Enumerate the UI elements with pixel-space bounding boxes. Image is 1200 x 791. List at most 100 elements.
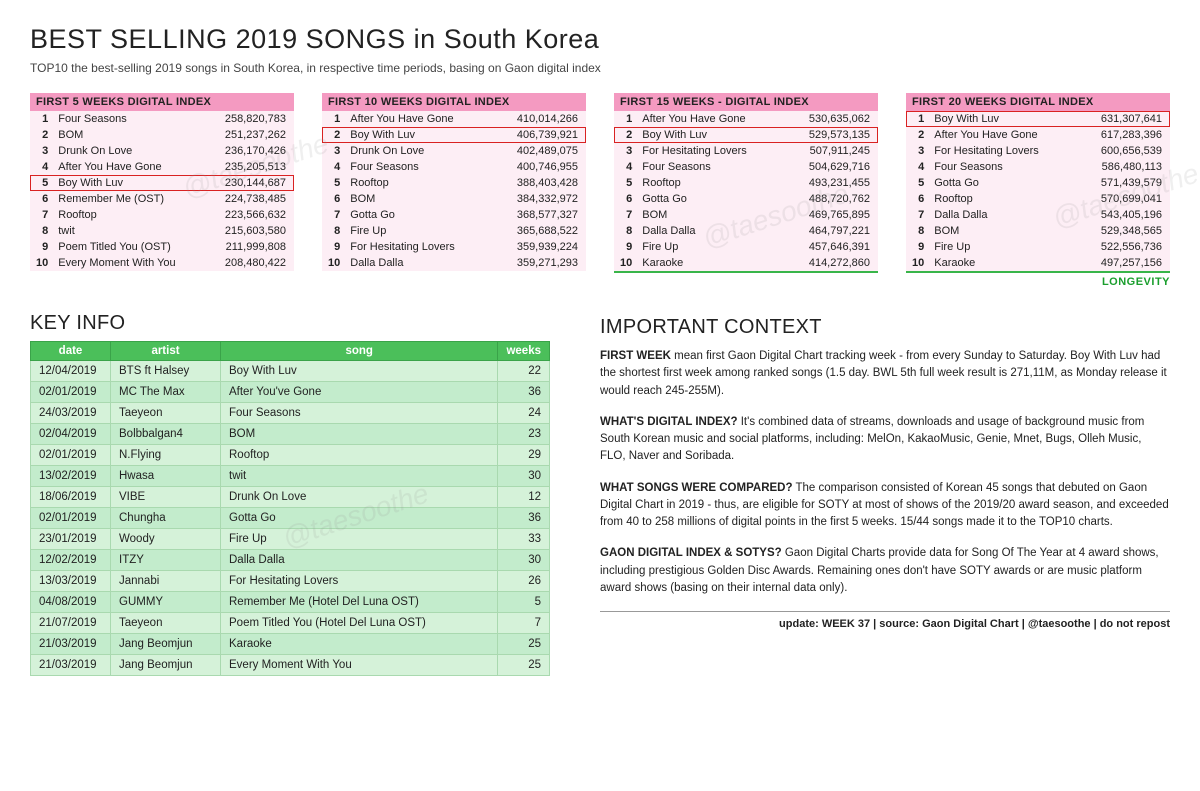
- value-cell: 223,566,632: [205, 207, 294, 223]
- keyinfo-song-cell: Drunk On Love: [221, 487, 498, 508]
- chart-row: 3Drunk On Love402,489,075: [322, 143, 586, 159]
- chart-row: 8BOM529,348,565: [906, 223, 1170, 239]
- chart-header: FIRST 15 WEEKS - DIGITAL INDEX: [614, 93, 878, 111]
- value-cell: 617,283,396: [1075, 127, 1170, 143]
- footer-line: update: WEEK 37 | source: Gaon Digital C…: [600, 611, 1170, 633]
- value-cell: 464,797,221: [783, 223, 878, 239]
- rank-cell: 8: [906, 223, 928, 239]
- chart-row: 5Gotta Go571,439,579: [906, 175, 1170, 191]
- song-cell: BOM: [928, 223, 1075, 239]
- song-cell: Fire Up: [344, 223, 491, 239]
- song-cell: Rooftop: [344, 175, 491, 191]
- rank-cell: 9: [30, 239, 52, 255]
- keyinfo-weeks-cell: 33: [498, 529, 550, 550]
- value-cell: 507,911,245: [783, 143, 878, 159]
- keyinfo-row: 21/03/2019Jang BeomjunKaraoke25: [31, 634, 550, 655]
- value-cell: 410,014,266: [491, 111, 586, 127]
- chart-row: 1Boy With Luv631,307,641: [906, 111, 1170, 127]
- keyinfo-row: 02/01/2019ChunghaGotta Go36: [31, 508, 550, 529]
- keyinfo-date-cell: 02/04/2019: [31, 424, 111, 445]
- keyinfo-date-cell: 21/07/2019: [31, 613, 111, 634]
- value-cell: 400,746,955: [491, 159, 586, 175]
- value-cell: 365,688,522: [491, 223, 586, 239]
- keyinfo-row: 12/02/2019ITZYDalla Dalla30: [31, 550, 550, 571]
- context-bold: FIRST WEEK: [600, 350, 671, 362]
- chart-block: FIRST 20 WEEKS DIGITAL INDEX1Boy With Lu…: [906, 93, 1170, 288]
- context-title: IMPORTANT CONTEXT: [600, 312, 1170, 342]
- value-cell: 571,439,579: [1075, 175, 1170, 191]
- value-cell: 493,231,455: [783, 175, 878, 191]
- keyinfo-song-cell: After You've Gone: [221, 382, 498, 403]
- value-cell: 402,489,075: [491, 143, 586, 159]
- keyinfo-song-cell: Karaoke: [221, 634, 498, 655]
- rank-cell: 8: [322, 223, 344, 239]
- keyinfo-song-cell: Four Seasons: [221, 403, 498, 424]
- chart-row: 8Dalla Dalla464,797,221: [614, 223, 878, 239]
- rank-cell: 10: [322, 255, 344, 271]
- chart-row: 1After You Have Gone410,014,266: [322, 111, 586, 127]
- value-cell: 384,332,972: [491, 191, 586, 207]
- rank-cell: 6: [30, 191, 52, 207]
- value-cell: 215,603,580: [205, 223, 294, 239]
- rank-cell: 10: [906, 255, 928, 272]
- chart-row: 9Fire Up457,646,391: [614, 239, 878, 255]
- page-subtitle: TOP10 the best-selling 2019 songs in Sou…: [30, 61, 1170, 75]
- value-cell: 236,170,426: [205, 143, 294, 159]
- charts-row: FIRST 5 WEEKS DIGITAL INDEX1Four Seasons…: [30, 93, 1170, 288]
- keyinfo-weeks-cell: 12: [498, 487, 550, 508]
- song-cell: Four Seasons: [344, 159, 491, 175]
- chart-header: FIRST 10 WEEKS DIGITAL INDEX: [322, 93, 586, 111]
- chart-row: 2BOM251,237,262: [30, 127, 294, 143]
- keyinfo-date-cell: 23/01/2019: [31, 529, 111, 550]
- song-cell: After You Have Gone: [636, 111, 783, 127]
- keyinfo-row: 13/03/2019JannabiFor Hesitating Lovers26: [31, 571, 550, 592]
- keyinfo-artist-cell: Woody: [111, 529, 221, 550]
- context-bold: WHAT SONGS WERE COMPARED?: [600, 482, 793, 494]
- rank-cell: 2: [906, 127, 928, 143]
- keyinfo-artist-cell: Hwasa: [111, 466, 221, 487]
- rank-cell: 2: [614, 127, 636, 143]
- keyinfo-artist-cell: N.Flying: [111, 445, 221, 466]
- song-cell: Gotta Go: [344, 207, 491, 223]
- value-cell: 406,739,921: [491, 127, 586, 143]
- col-weeks: weeks: [498, 342, 550, 361]
- rank-cell: 2: [322, 127, 344, 143]
- chart-row: 10Dalla Dalla359,271,293: [322, 255, 586, 271]
- context-paragraph: FIRST WEEK mean first Gaon Digital Chart…: [600, 348, 1170, 400]
- keyinfo-song-cell: Fire Up: [221, 529, 498, 550]
- song-cell: Dalla Dalla: [344, 255, 491, 271]
- keyinfo-artist-cell: Taeyeon: [111, 403, 221, 424]
- value-cell: 235,205,513: [205, 159, 294, 175]
- chart-row: 3Drunk On Love236,170,426: [30, 143, 294, 159]
- song-cell: Karaoke: [928, 255, 1075, 272]
- col-song: song: [221, 342, 498, 361]
- chart-row: 2After You Have Gone617,283,396: [906, 127, 1170, 143]
- context-paragraph: GAON DIGITAL INDEX & SOTYS? Gaon Digital…: [600, 545, 1170, 597]
- context-paragraph: WHAT SONGS WERE COMPARED? The comparison…: [600, 480, 1170, 532]
- chart-row: 7BOM469,765,895: [614, 207, 878, 223]
- chart-row: 4Four Seasons504,629,716: [614, 159, 878, 175]
- chart-row: 4Four Seasons400,746,955: [322, 159, 586, 175]
- keyinfo-row: 02/04/2019Bolbbalgan4BOM23: [31, 424, 550, 445]
- value-cell: 368,577,327: [491, 207, 586, 223]
- song-cell: Every Moment With You: [52, 255, 205, 271]
- song-cell: Drunk On Love: [52, 143, 205, 159]
- song-cell: Gotta Go: [636, 191, 783, 207]
- page-title: BEST SELLING 2019 SONGS in South Korea: [30, 24, 1170, 55]
- keyinfo-song-cell: Poem Titled You (Hotel Del Luna OST): [221, 613, 498, 634]
- context-bold: WHAT'S DIGITAL INDEX?: [600, 416, 738, 428]
- song-cell: Drunk On Love: [344, 143, 491, 159]
- bottom-row: KEY INFO date artist song weeks 12/04/20…: [30, 312, 1170, 676]
- keyinfo-weeks-cell: 25: [498, 655, 550, 676]
- value-cell: 388,403,428: [491, 175, 586, 191]
- chart-row: 5Rooftop493,231,455: [614, 175, 878, 191]
- keyinfo-weeks-cell: 30: [498, 466, 550, 487]
- chart-table: 1After You Have Gone530,635,0622Boy With…: [614, 111, 878, 273]
- song-cell: BOM: [636, 207, 783, 223]
- keyinfo-song-cell: twit: [221, 466, 498, 487]
- song-cell: Boy With Luv: [344, 127, 491, 143]
- value-cell: 488,720,762: [783, 191, 878, 207]
- rank-cell: 10: [614, 255, 636, 272]
- chart-table: 1Boy With Luv631,307,6412After You Have …: [906, 111, 1170, 273]
- song-cell: For Hesitating Lovers: [636, 143, 783, 159]
